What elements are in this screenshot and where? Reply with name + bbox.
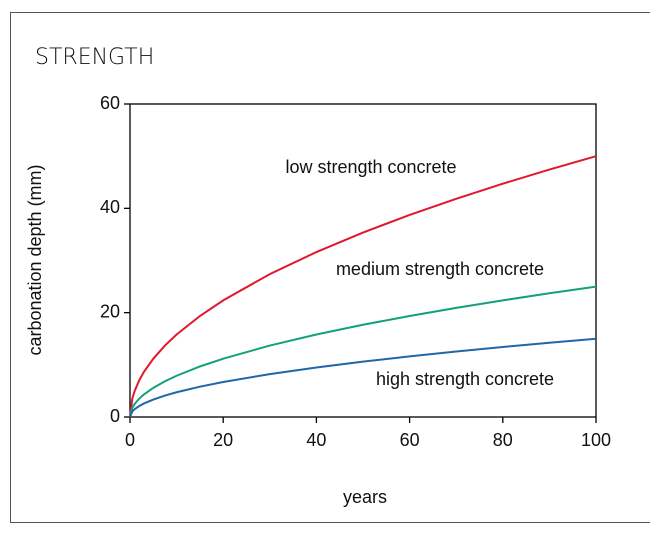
x-tick-label: 40 [306,430,326,450]
chart-title: STRENGTH [35,45,154,70]
x-tick-label: 0 [125,430,135,450]
frame [11,13,650,523]
x-tick-label: 80 [493,430,513,450]
y-tick-label: 0 [110,406,120,426]
y-tick-label: 40 [100,197,120,217]
series-label: medium strength concrete [336,259,544,279]
series-label: high strength concrete [376,369,554,389]
x-tick-label: 20 [213,430,233,450]
y-tick-label: 20 [100,301,120,321]
x-axis-label: years [343,487,387,507]
y-tick-label: 60 [100,93,120,113]
x-tick-label: 100 [581,430,611,450]
series-label: low strength concrete [285,157,456,177]
chart: STRENGTH years carbonation depth (mm) 0 2… [0,0,650,536]
x-tick-label: 60 [400,430,420,450]
y-axis-label: carbonation depth (mm) [25,164,45,355]
